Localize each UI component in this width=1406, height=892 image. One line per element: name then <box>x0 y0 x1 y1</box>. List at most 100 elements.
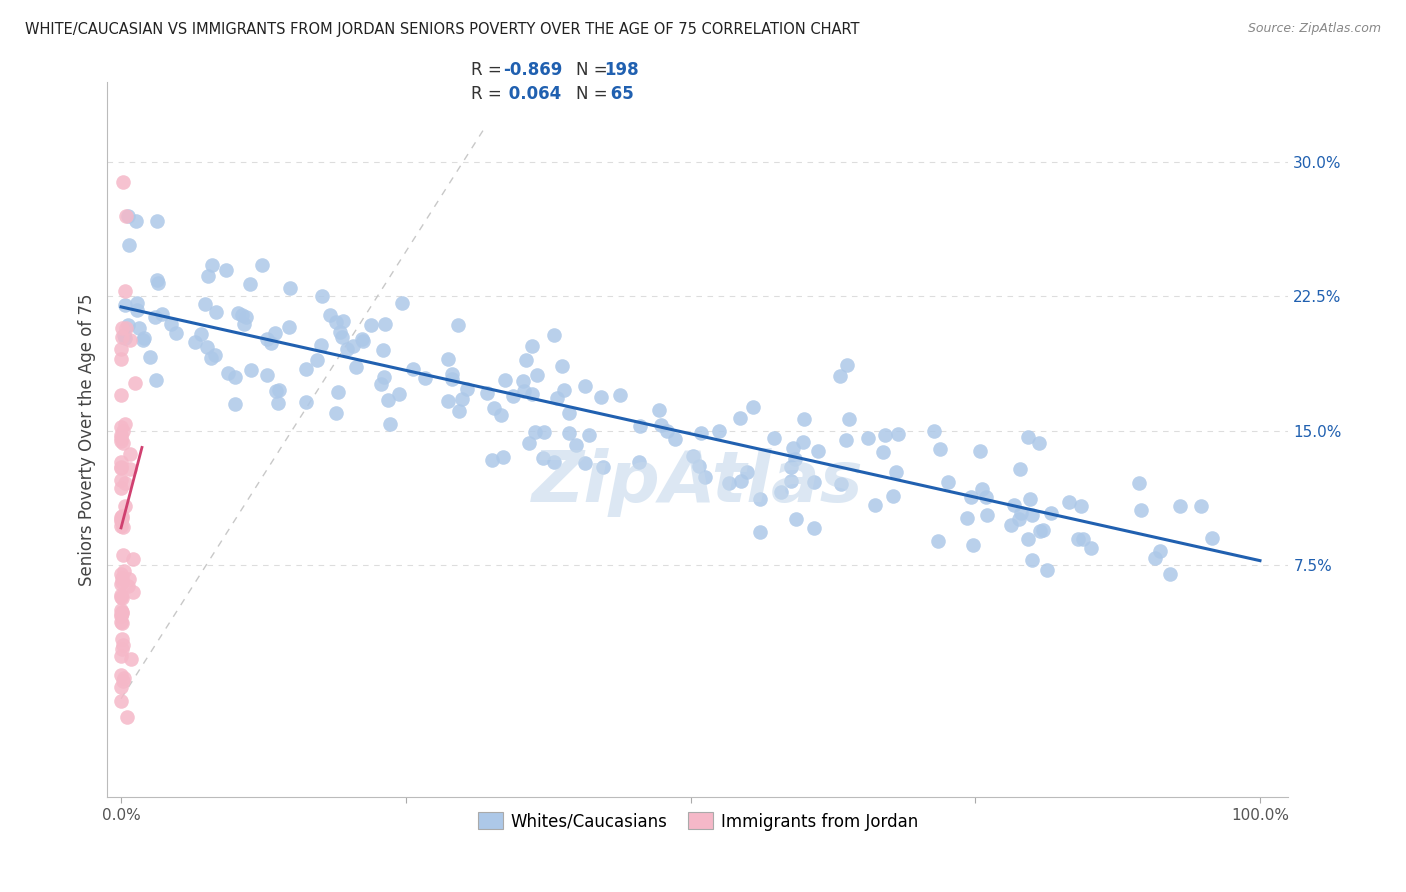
Point <box>110 591 132 605</box>
Point <box>1032 523 1054 537</box>
Point <box>350 332 373 346</box>
Point <box>835 358 858 372</box>
Point <box>378 417 401 431</box>
Point <box>111 638 134 652</box>
Point <box>127 295 149 310</box>
Point <box>489 409 512 423</box>
Point <box>830 477 852 491</box>
Point <box>114 331 136 345</box>
Point <box>513 384 536 398</box>
Point <box>928 442 950 457</box>
Point <box>1028 524 1050 539</box>
Point <box>783 451 806 466</box>
Point <box>264 326 287 341</box>
Point <box>707 424 730 438</box>
Point <box>110 694 132 708</box>
Text: R =: R = <box>471 85 502 103</box>
Text: N =: N = <box>576 85 607 103</box>
Point <box>1000 517 1022 532</box>
Point <box>1067 533 1090 547</box>
Point <box>962 538 984 552</box>
Point <box>146 277 169 291</box>
Point <box>693 470 716 484</box>
Point <box>872 445 894 459</box>
Point <box>484 401 506 415</box>
Point <box>190 327 212 342</box>
Point <box>124 376 146 390</box>
Point <box>110 461 132 475</box>
Point <box>295 394 318 409</box>
Point <box>717 475 740 490</box>
Point <box>865 498 887 512</box>
Point <box>922 424 945 438</box>
Point <box>110 419 132 434</box>
Point <box>110 428 132 442</box>
Point <box>565 437 588 451</box>
Point <box>111 321 134 335</box>
Point <box>377 392 399 407</box>
Point <box>311 289 333 303</box>
Point <box>267 384 290 398</box>
Point <box>200 351 222 366</box>
Point <box>960 490 983 504</box>
Point <box>112 671 135 685</box>
Point <box>730 474 752 488</box>
Point <box>110 615 132 629</box>
Point <box>627 455 650 469</box>
Point <box>215 262 238 277</box>
Point <box>1002 498 1025 512</box>
Point <box>256 368 278 383</box>
Point <box>785 511 807 525</box>
Text: -0.869: -0.869 <box>503 61 562 78</box>
Point <box>520 338 543 352</box>
Point <box>224 370 246 384</box>
Point <box>969 443 991 458</box>
Point <box>114 475 136 490</box>
Point <box>112 519 135 533</box>
Point <box>110 577 132 591</box>
Point <box>344 359 367 374</box>
Point <box>481 453 503 467</box>
Point <box>688 458 710 473</box>
Point <box>111 673 134 688</box>
Point <box>1017 533 1039 547</box>
Point <box>1128 476 1150 491</box>
Point <box>352 334 374 349</box>
Point <box>319 308 342 322</box>
Point <box>120 651 142 665</box>
Point <box>197 268 219 283</box>
Point <box>1130 503 1153 517</box>
Point <box>728 410 751 425</box>
Point <box>111 591 134 605</box>
Point <box>110 387 132 401</box>
Point <box>110 668 132 682</box>
Point <box>110 454 132 468</box>
Point <box>143 310 166 324</box>
Point <box>328 384 350 399</box>
Point <box>1010 507 1032 521</box>
Point <box>887 426 910 441</box>
Point <box>110 431 132 445</box>
Point <box>1080 541 1102 556</box>
Point <box>370 376 392 391</box>
Point <box>110 512 132 526</box>
Point <box>1057 495 1080 509</box>
Point <box>231 308 253 322</box>
Point <box>682 449 704 463</box>
Point <box>195 340 218 354</box>
Text: 198: 198 <box>605 61 640 78</box>
Text: 0.064: 0.064 <box>503 85 561 103</box>
Point <box>388 387 411 401</box>
Point <box>517 436 540 450</box>
Point <box>233 318 256 332</box>
Point <box>325 406 347 420</box>
Point <box>1201 531 1223 545</box>
Point <box>648 403 671 417</box>
Point <box>125 303 148 318</box>
Y-axis label: Seniors Poverty Over the Age of 75: Seniors Poverty Over the Age of 75 <box>79 293 96 586</box>
Point <box>330 330 353 344</box>
Point <box>780 474 803 488</box>
Point <box>441 372 464 386</box>
Point <box>201 258 224 272</box>
Point <box>264 384 287 399</box>
